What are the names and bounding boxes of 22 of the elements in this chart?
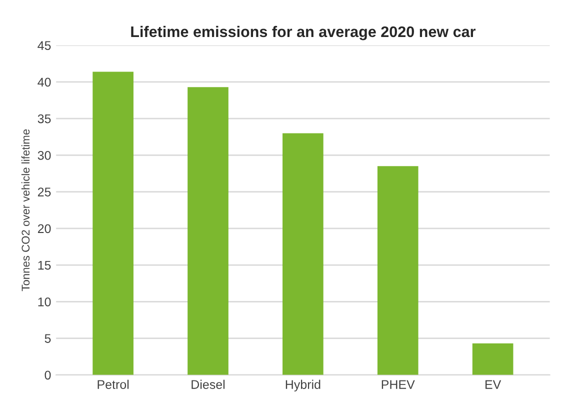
y-tick-label: 5 — [44, 334, 51, 343]
bar — [188, 87, 228, 375]
y-tick-label: 45 — [38, 41, 51, 50]
bar — [377, 166, 418, 375]
x-tick-label: Hybrid — [286, 380, 320, 392]
y-axis-title: Tonnes CO2 over vehicle lifetime — [21, 129, 30, 292]
bar — [472, 343, 514, 375]
y-tick-label: 10 — [38, 297, 51, 306]
x-tick-label: Diesel — [192, 380, 225, 389]
y-tick-label: 40 — [38, 78, 51, 87]
y-tick-label: 0 — [44, 370, 51, 380]
bar — [282, 133, 324, 375]
y-tick-label: 20 — [38, 224, 51, 234]
x-tick-label: PHEV — [382, 380, 415, 389]
bar — [92, 72, 134, 375]
chart-title: Lifetime emissions for an average 2020 new car — [131, 26, 476, 40]
y-tick-label: 35 — [38, 114, 51, 124]
y-tick-label: 15 — [38, 260, 51, 270]
y-tick-label: 25 — [38, 188, 51, 196]
x-tick-label: Petrol — [98, 380, 129, 389]
y-tick-label: 30 — [38, 150, 51, 160]
x-tick-label: EV — [486, 380, 502, 389]
